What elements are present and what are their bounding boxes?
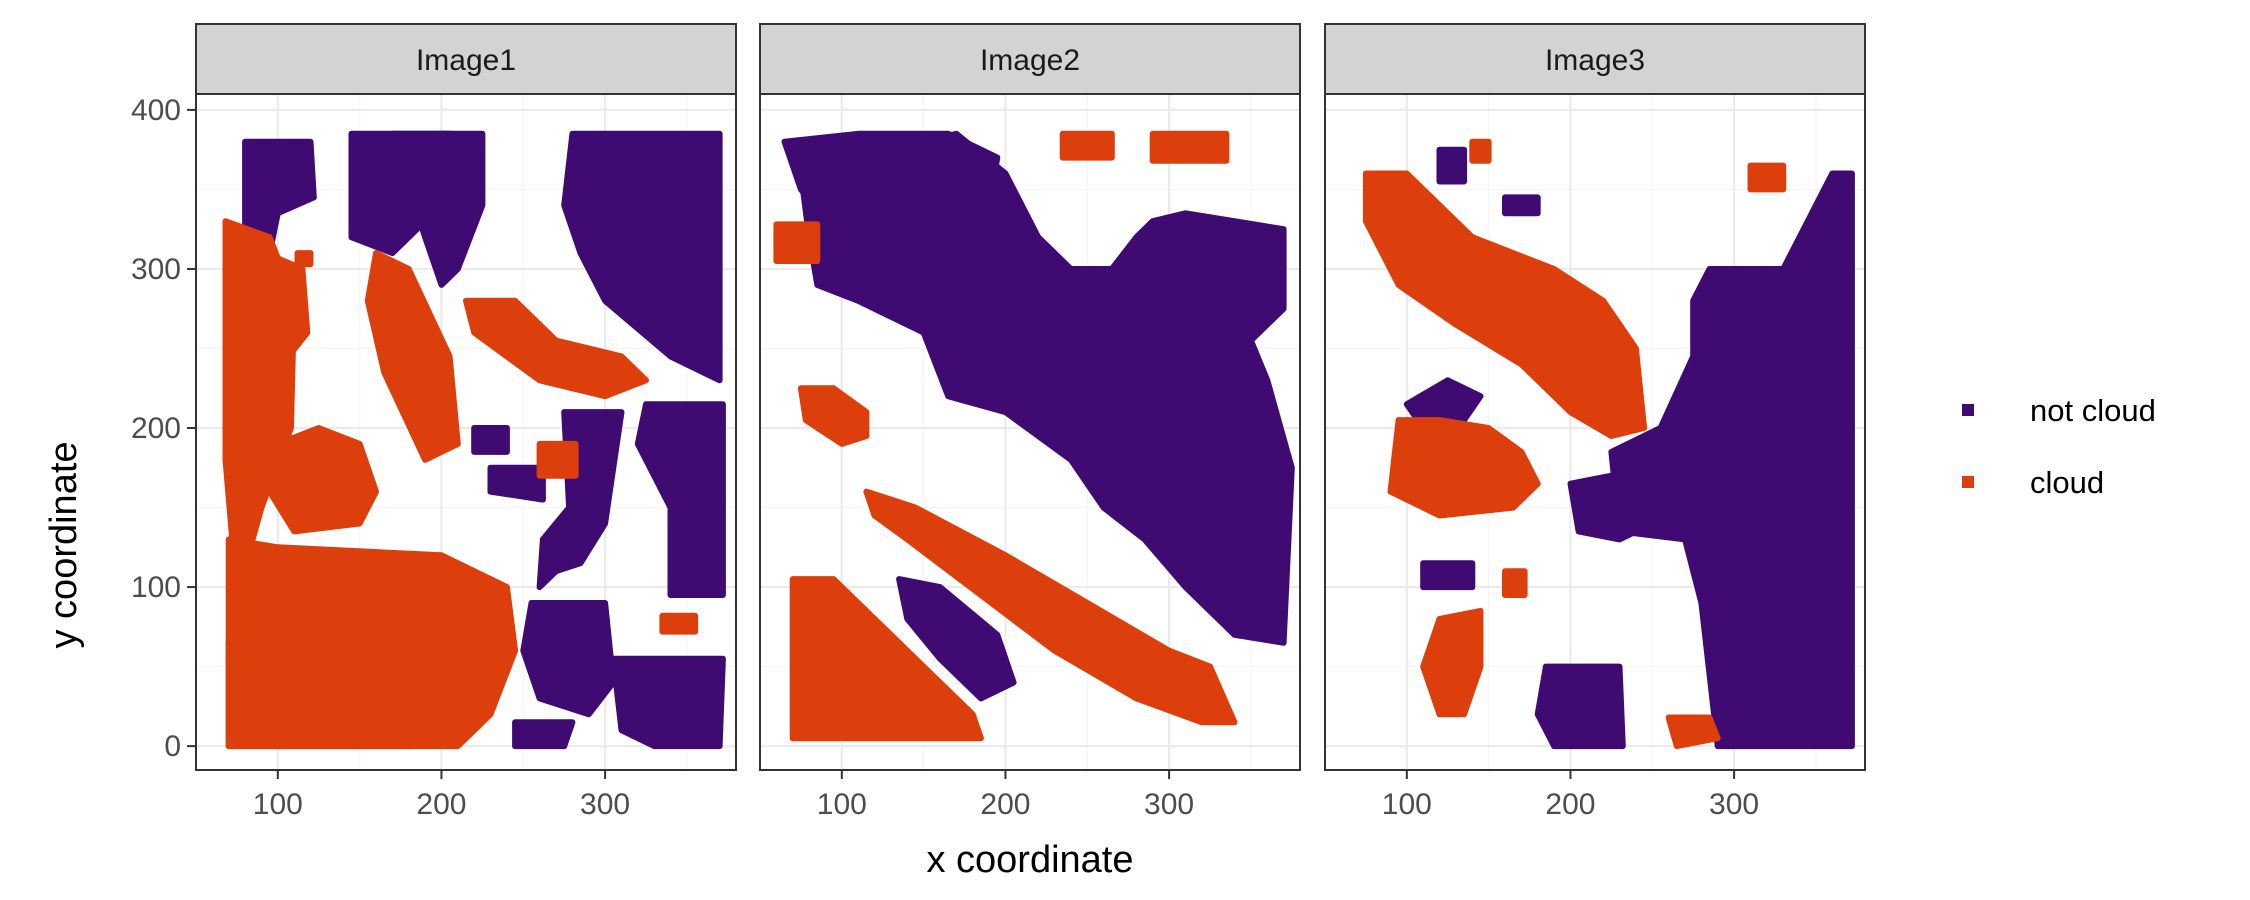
not-cloud-point-cluster: [536, 409, 625, 591]
x-tick-label: 200: [416, 788, 466, 821]
not-cloud-point-cluster: [1436, 146, 1468, 185]
data-points: [222, 130, 726, 750]
facet-strip-label: Image3: [1545, 44, 1645, 77]
legend: not cloud cloud: [1962, 393, 2156, 500]
x-tick-label: 200: [1545, 788, 1595, 821]
panel-border: [195, 93, 737, 771]
not-cloud-point-cluster: [610, 655, 726, 750]
x-tick-label: 300: [1144, 788, 1194, 821]
x-tick-label: 100: [253, 788, 303, 821]
not-cloud-point-cluster: [634, 401, 726, 598]
facet-strip-label: Image2: [980, 44, 1080, 77]
x-axis-title: x coordinate: [926, 839, 1133, 881]
x-tick-label: 300: [580, 788, 630, 821]
cloud-point-cluster: [1362, 170, 1648, 439]
not-cloud-point-cluster: [1534, 663, 1626, 750]
not-cloud-point-cluster: [471, 425, 510, 455]
y-tick-label: 100: [131, 571, 181, 604]
cloud-point-cluster: [1420, 607, 1484, 718]
cloud-point-cluster: [1059, 130, 1115, 161]
x-tick-label: 100: [1382, 788, 1432, 821]
cloud-point-cluster: [1387, 417, 1541, 519]
panel-border: [759, 93, 1301, 771]
data-points: [1362, 138, 1855, 750]
not-cloud-point-cluster: [487, 464, 546, 503]
not-cloud-point-cluster: [1420, 560, 1476, 591]
not-cloud-point-cluster: [1502, 194, 1541, 217]
x-tick-label: 300: [1709, 788, 1759, 821]
cloud-point-cluster: [1502, 568, 1528, 598]
cloud-point-cluster: [1747, 162, 1787, 193]
cloud-point-cluster: [271, 273, 294, 296]
facet-strip: [195, 23, 737, 95]
not-cloud-point-cluster: [389, 130, 486, 288]
not-cloud-point-cluster: [520, 600, 617, 718]
not-cloud-point-cluster: [896, 576, 1017, 702]
not-cloud-legend-label: not cloud: [2030, 393, 2156, 428]
cloud-legend-label: cloud: [2030, 465, 2104, 500]
cloud-point-cluster: [225, 234, 311, 384]
x-tick-label: 200: [980, 788, 1030, 821]
cloud-point-cluster: [1469, 138, 1492, 164]
not-cloud-legend-key: [1962, 404, 1974, 416]
y-axis-title: y coordinate: [43, 441, 85, 648]
not-cloud-point-cluster: [512, 719, 576, 750]
cloud-point-cluster: [536, 440, 579, 479]
panel-image2: Image2 100 200 300: [759, 23, 1301, 821]
cloud-point-cluster: [225, 631, 412, 750]
y-tick-label: 0: [164, 730, 181, 763]
panel-image3: Image3 100 200 300: [1324, 23, 1866, 821]
cloud-point-cluster: [773, 221, 821, 264]
cloud-point-cluster: [364, 250, 461, 463]
x-tick-label: 100: [817, 788, 867, 821]
cloud-point-cluster: [789, 576, 984, 742]
y-tick-label: 400: [131, 94, 181, 127]
facet-strip-label: Image1: [416, 44, 516, 77]
not-cloud-point-cluster: [797, 130, 1295, 646]
not-cloud-point-cluster: [1608, 170, 1855, 750]
facet-strip: [759, 23, 1301, 95]
cloud-point-cluster: [463, 297, 649, 400]
y-tick-label: 300: [131, 253, 181, 286]
y-tick-label: 200: [131, 412, 181, 445]
cloud-point-cluster: [863, 488, 1238, 726]
data-points: [773, 130, 1295, 742]
cloud-point-cluster: [1665, 714, 1721, 750]
cloud-point-cluster: [797, 385, 870, 447]
cloud-point-cluster: [266, 425, 379, 535]
panel-border: [1324, 93, 1866, 771]
cloud-point-cluster: [1149, 130, 1230, 164]
cloud-point-cluster: [659, 612, 699, 635]
cloud-legend-key: [1962, 476, 1974, 488]
panel-image1: Image1 100 200 300 0 100 200 300 400: [131, 23, 737, 821]
not-cloud-point-cluster: [1567, 472, 1656, 543]
panels: Image1 100 200 300 0 100 200 300 400 Image2 100 200…: [131, 23, 1866, 821]
cloud-point-cluster: [294, 250, 314, 268]
not-cloud-point-cluster: [561, 130, 723, 384]
